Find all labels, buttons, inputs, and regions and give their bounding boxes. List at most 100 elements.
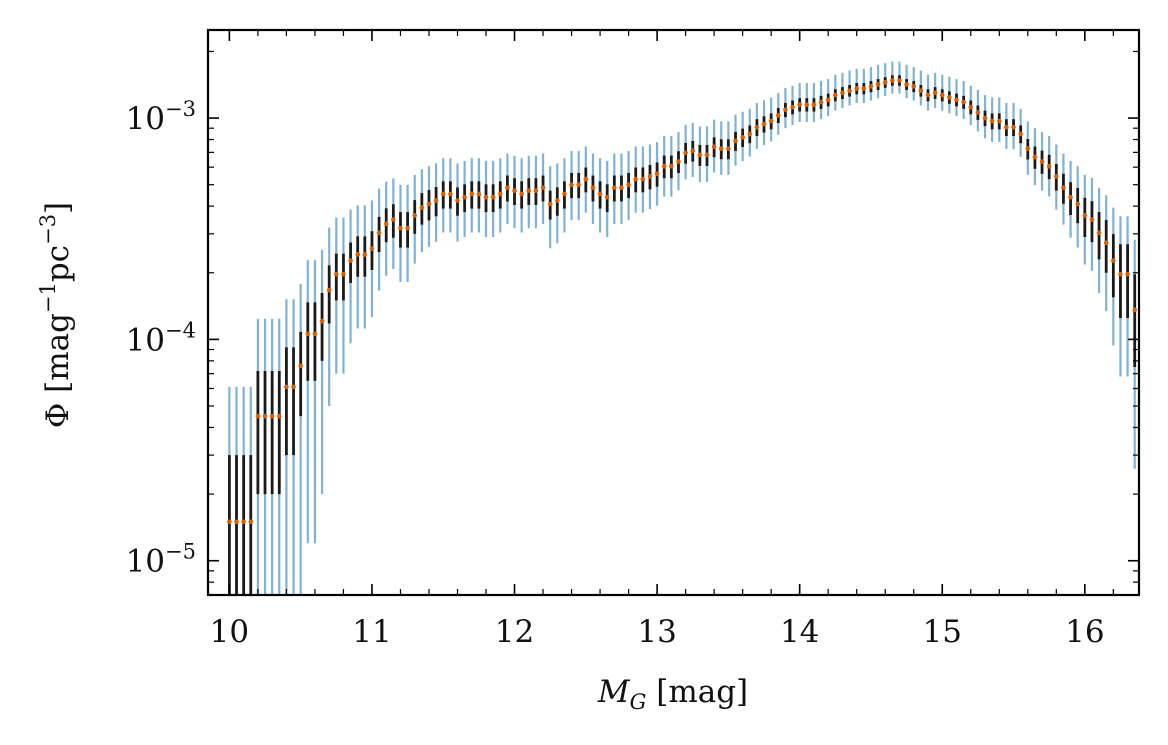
x-tick-label: 11 (352, 614, 391, 650)
data-point (825, 97, 831, 103)
data-point (412, 213, 418, 218)
data-point (797, 102, 802, 107)
data-point (1025, 146, 1031, 152)
data-point (583, 176, 589, 182)
data-point (284, 384, 289, 390)
data-point (562, 191, 567, 197)
plot-frame (206, 28, 1141, 597)
data-point (711, 144, 717, 150)
data-point (1132, 307, 1138, 313)
data-point (1018, 131, 1023, 137)
data-point (683, 150, 688, 156)
data-point (341, 271, 346, 277)
data-point (661, 163, 667, 169)
data-point (640, 176, 646, 182)
data-point (555, 198, 560, 203)
data-point (476, 191, 482, 197)
data-point (440, 191, 446, 197)
data-point (854, 86, 860, 91)
data-point (939, 92, 945, 98)
data-point (690, 148, 696, 154)
data-point (1032, 154, 1038, 160)
data-point (227, 519, 232, 525)
data-point (1075, 201, 1080, 207)
data-point (1125, 271, 1130, 277)
data-point (768, 118, 774, 124)
data-point (1118, 271, 1123, 277)
data-point (897, 78, 902, 83)
data-point (676, 159, 681, 164)
data-point (1082, 213, 1088, 218)
data-point (968, 104, 974, 110)
data-points (227, 78, 1166, 525)
data-point (291, 384, 296, 390)
x-axis-label: MG [mag] (597, 674, 748, 714)
data-point (255, 413, 261, 419)
data-point (818, 99, 824, 105)
data-point (448, 191, 453, 197)
y-tick-labels: 10−5 10−4 10−3 (126, 97, 196, 580)
data-point (483, 194, 489, 200)
data-point (790, 104, 795, 110)
data-point (1046, 163, 1052, 169)
x-tick-label: 16 (1065, 614, 1104, 650)
data-point (426, 201, 432, 207)
data-point (868, 84, 874, 89)
data-point (847, 88, 852, 93)
y-axis-label: Φ [mag−1pc−3] (36, 202, 76, 428)
data-point (469, 191, 475, 197)
data-point (954, 97, 959, 103)
data-point (733, 138, 738, 144)
data-point (312, 331, 318, 337)
data-point (775, 112, 781, 118)
x-tick-label: 12 (495, 614, 534, 650)
data-point (975, 110, 981, 115)
data-point (276, 413, 282, 419)
data-point (569, 182, 574, 187)
data-point (1068, 194, 1073, 200)
data-point (241, 519, 246, 525)
data-point (961, 99, 966, 105)
data-point (497, 191, 503, 197)
axis-ticks (208, 30, 1139, 596)
data-point (747, 131, 753, 137)
data-point (1011, 124, 1016, 130)
data-point (989, 118, 995, 124)
data-point (505, 185, 510, 190)
data-point (861, 86, 867, 91)
y-tick-label: 10−4 (126, 318, 196, 358)
data-point (996, 118, 1002, 124)
data-point (925, 92, 931, 98)
data-point (326, 287, 332, 293)
data-point (982, 115, 988, 121)
data-point (1161, 453, 1166, 458)
data-point (1004, 124, 1009, 130)
data-point (754, 124, 760, 130)
data-point (1103, 240, 1109, 246)
data-point (319, 318, 325, 324)
data-point (1089, 217, 1095, 222)
data-point (726, 146, 731, 152)
data-point (362, 252, 368, 257)
data-point (462, 194, 467, 200)
data-point (604, 194, 610, 200)
data-point (1096, 230, 1102, 236)
data-point (376, 230, 382, 236)
data-point (383, 221, 389, 227)
data-point (369, 246, 375, 251)
data-point (405, 225, 410, 231)
data-point (882, 80, 888, 85)
data-point (262, 413, 268, 419)
data-point (590, 185, 596, 190)
data-point (269, 413, 275, 419)
data-point (1147, 385, 1152, 390)
data-point (576, 182, 581, 187)
data-point (348, 258, 353, 263)
data-point (918, 88, 924, 93)
data-point (234, 519, 239, 525)
data-point (298, 363, 303, 369)
data-point (633, 176, 639, 182)
x-tick-labels: 10 11 12 13 14 15 16 (210, 614, 1105, 650)
data-point (875, 82, 881, 87)
